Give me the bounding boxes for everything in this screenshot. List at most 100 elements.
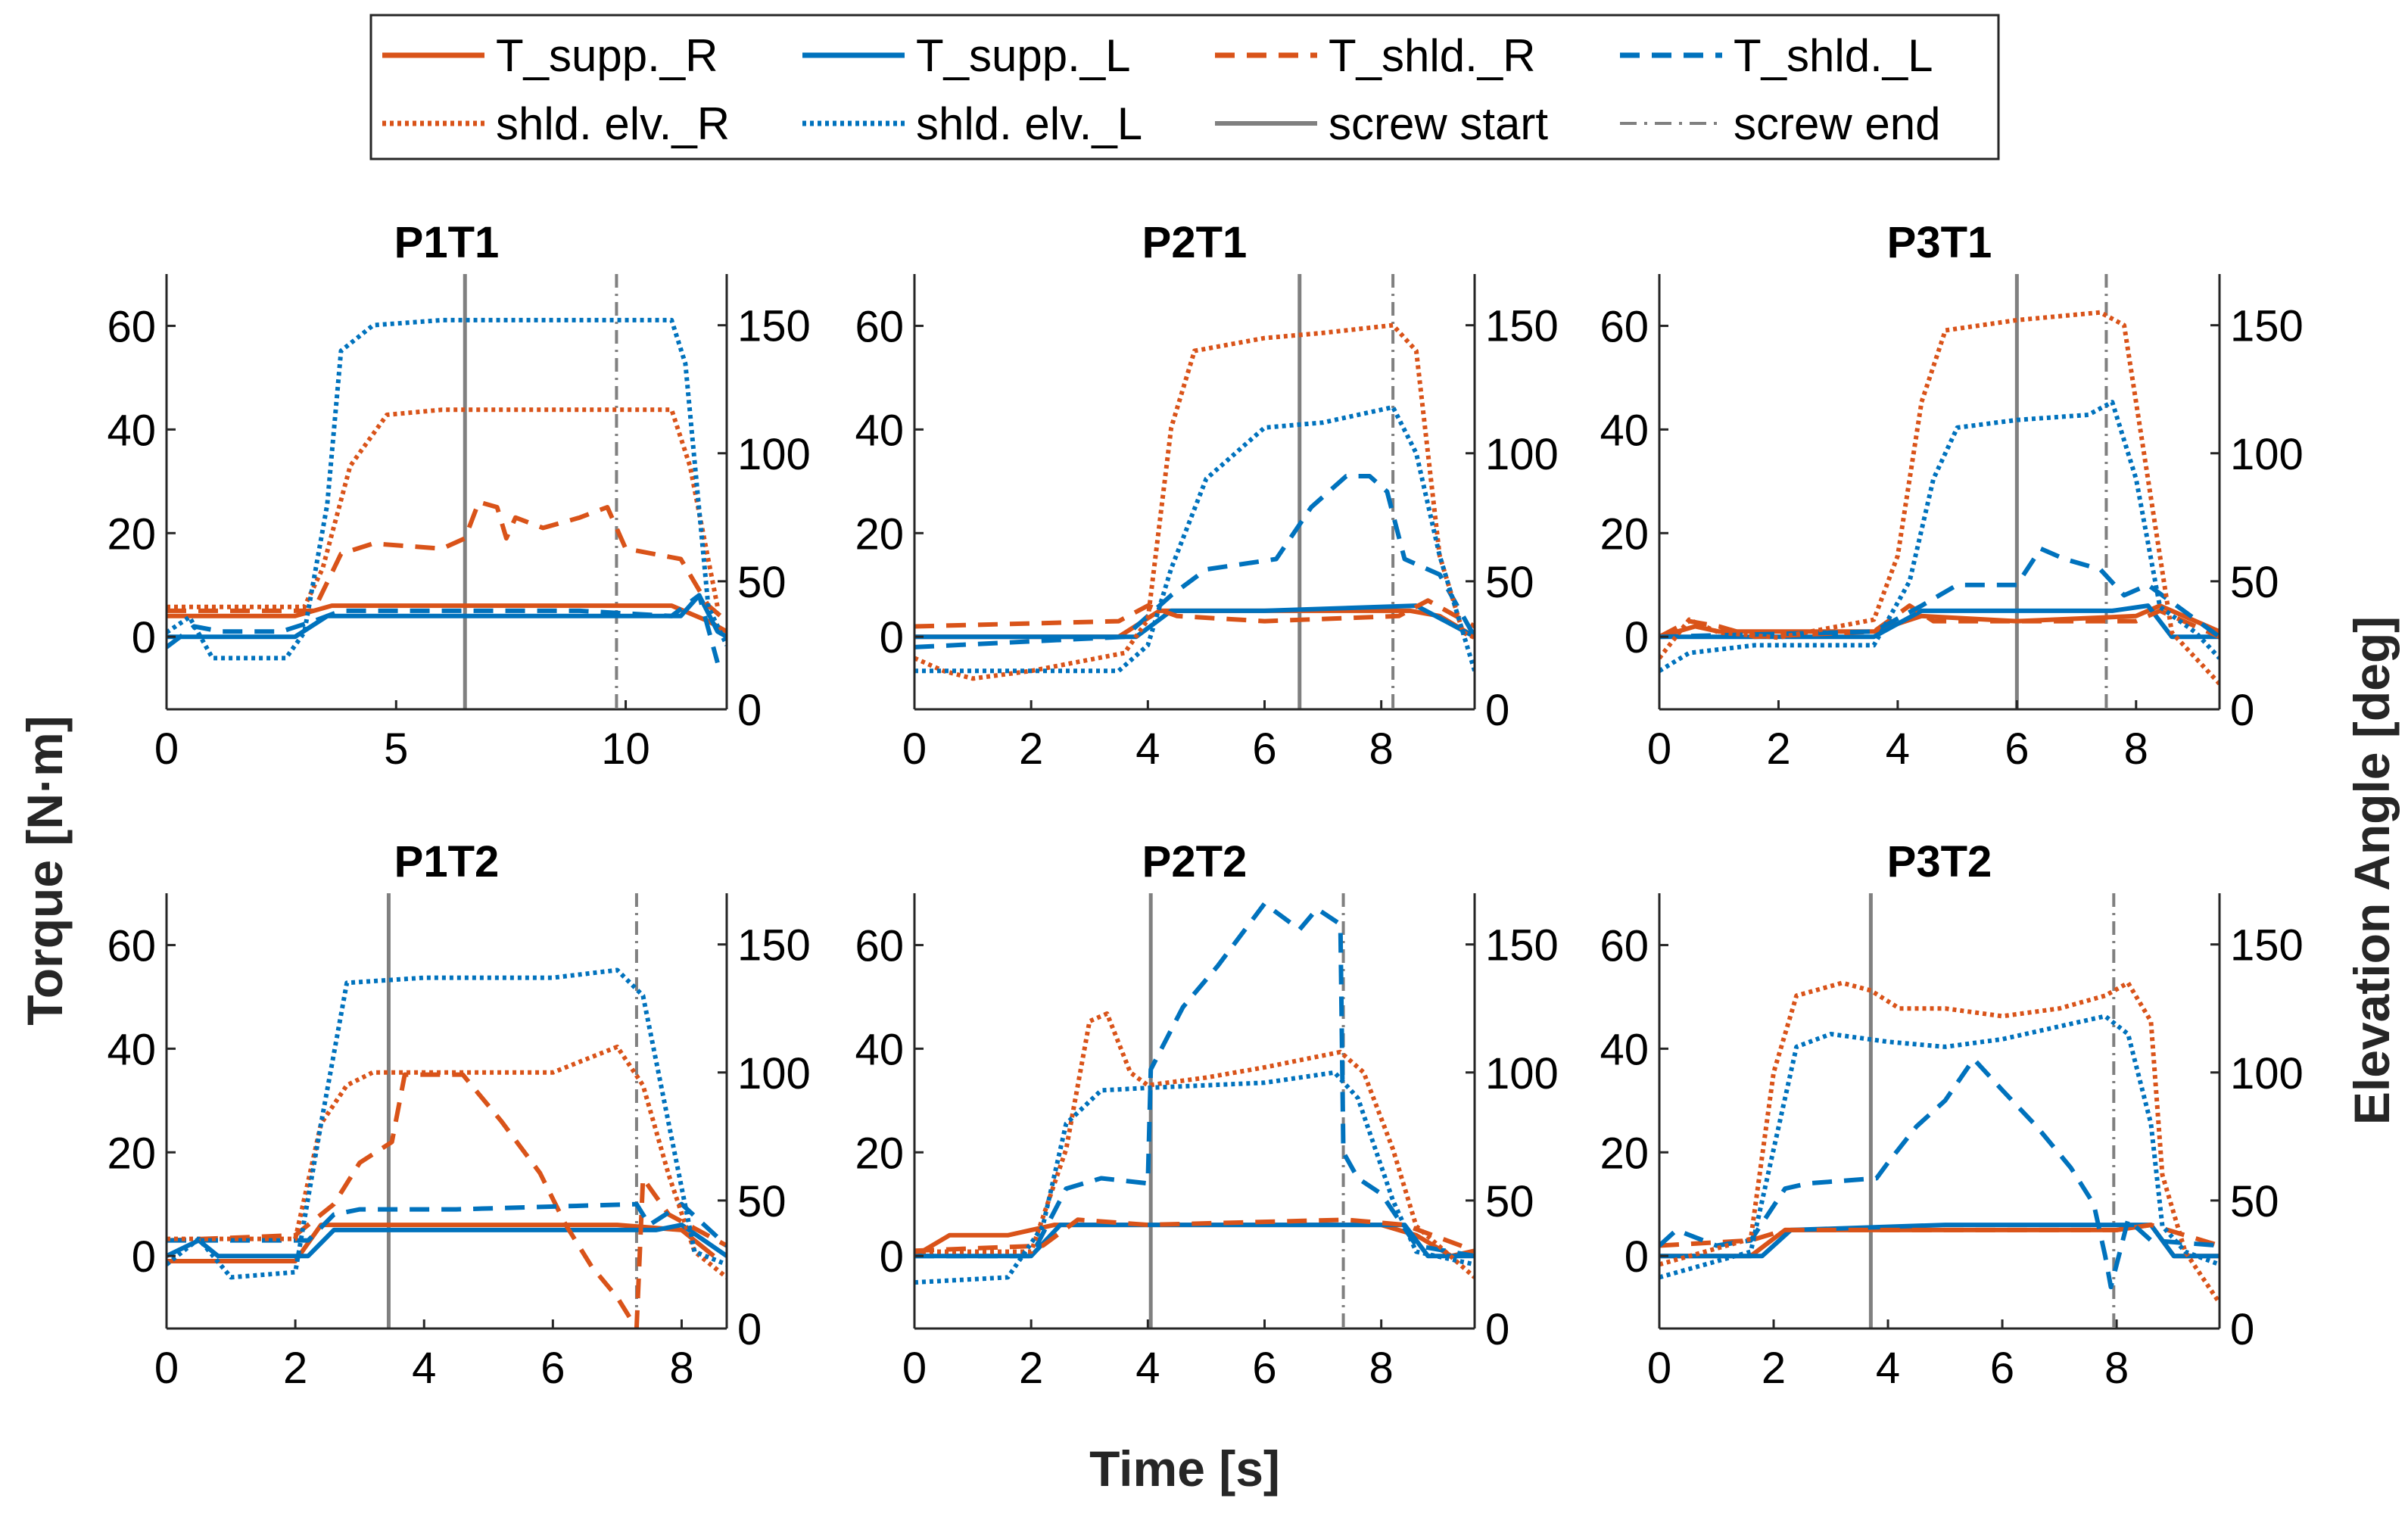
y-tick-label-left-p1t1: 40: [107, 406, 156, 455]
legend-entry-shld-elv-r: shld. elv._R: [382, 98, 730, 149]
series-t-shld-r-p1t1: [167, 500, 727, 623]
legend-label-t-supp-l: T_supp._L: [916, 30, 1131, 81]
y-tick-label-left-p2t2: 60: [855, 921, 904, 970]
series-t-shld-l-p1t2: [167, 1201, 727, 1248]
y-tick-label-right-p3t2: 150: [2230, 921, 2304, 970]
series-shld-elv-l-p2t2: [914, 1070, 1475, 1285]
y-tick-label-left-p1t2: 40: [107, 1025, 156, 1074]
x-tick-label-p3t2: 2: [1762, 1344, 1786, 1393]
y-tick-label-right-p1t2: 50: [737, 1177, 787, 1226]
y-tick-label-left-p2t1: 40: [855, 406, 904, 455]
y-tick-label-left-p3t2: 60: [1600, 921, 1649, 970]
series-t-shld-r-p3t2: [1659, 1223, 2220, 1248]
series-shld-elv-r-p2t1: [914, 322, 1475, 681]
legend-entry-t-supp-r: T_supp._R: [382, 30, 718, 81]
y-tick-label-right-p3t2: 100: [2230, 1049, 2304, 1098]
series-shld-elv-l-p1t1: [167, 317, 727, 661]
legend-label-screw-start: screw start: [1329, 98, 1548, 149]
y-tick-label-right-p2t2: 0: [1485, 1305, 1509, 1354]
y-tick-label-left-p1t2: 60: [107, 921, 156, 970]
y-tick-label-right-p2t2: 150: [1485, 921, 1559, 970]
x-tick-label-p1t1: 5: [384, 724, 408, 774]
x-tick-label-p1t2: 2: [283, 1344, 307, 1393]
y-tick-label-left-p1t1: 0: [132, 613, 156, 662]
y-tick-label-left-p2t1: 0: [880, 613, 904, 662]
series-t-shld-r-p3t1: [1659, 603, 2220, 640]
series-shld-elv-r-p1t1: [167, 407, 720, 609]
x-tick-label-p2t1: 4: [1135, 724, 1160, 774]
y-axis-label-left: Torque [N·m]: [17, 715, 73, 1025]
x-tick-label-p1t2: 8: [669, 1344, 693, 1393]
y-tick-label-right-p3t1: 0: [2230, 686, 2254, 735]
x-axis-label: Time [s]: [1089, 1441, 1280, 1497]
legend-entry-t-shld-r: T_shld._R: [1215, 30, 1535, 81]
series-group-p3t2: [1659, 893, 2220, 1329]
y-tick-label-left-p3t1: 40: [1600, 406, 1649, 455]
legend-label-t-shld-l: T_shld._L: [1734, 30, 1933, 81]
series-group-p3t1: [1659, 274, 2220, 709]
series-shld-elv-r-p2t2: [914, 1011, 1475, 1279]
y-tick-label-left-p2t1: 60: [855, 302, 904, 351]
x-tick-label-p2t2: 0: [902, 1344, 927, 1393]
legend-entry-t-supp-l: T_supp._L: [802, 30, 1131, 81]
panel-title-p2t1: P2T1: [1142, 218, 1248, 267]
y-tick-label-right-p1t1: 150: [737, 302, 811, 351]
x-tick-label-p1t2: 0: [154, 1344, 179, 1393]
series-t-shld-r-p1t2: [167, 1072, 727, 1329]
y-tick-label-left-p1t2: 0: [132, 1232, 156, 1282]
legend-label-t-shld-r: T_shld._R: [1329, 30, 1535, 81]
legend-entry-screw-end: screw end: [1620, 98, 1940, 149]
y-tick-label-right-p2t2: 50: [1485, 1177, 1534, 1226]
x-tick-label-p3t2: 4: [1876, 1344, 1900, 1393]
y-tick-label-left-p1t2: 20: [107, 1129, 156, 1178]
series-t-supp-l-p1t1: [167, 593, 727, 640]
x-tick-label-p2t1: 6: [1252, 724, 1276, 774]
x-tick-label-p2t1: 0: [902, 724, 927, 774]
y-tick-label-right-p2t1: 0: [1485, 686, 1509, 735]
series-t-shld-l-p3t2: [1659, 1057, 2220, 1290]
series-shld-elv-l-p3t2: [1659, 1014, 2220, 1280]
series-t-shld-l-p1t1: [167, 593, 720, 664]
series-group-p1t1: [167, 274, 727, 709]
y-tick-label-right-p2t1: 50: [1485, 558, 1534, 607]
series-t-supp-l-p1t2: [167, 1223, 727, 1259]
y-tick-label-left-p3t1: 20: [1600, 509, 1649, 559]
legend-label-screw-end: screw end: [1734, 98, 1940, 149]
y-tick-label-right-p2t1: 150: [1485, 302, 1559, 351]
y-tick-label-right-p1t1: 100: [737, 430, 811, 479]
y-axis-label-right: Elevation Angle [deg]: [2344, 616, 2400, 1125]
y-tick-label-right-p1t2: 150: [737, 921, 811, 970]
series-t-shld-r-p2t2: [914, 1217, 1475, 1254]
x-tick-label-p3t1: 2: [1766, 724, 1790, 774]
x-tick-label-p2t2: 2: [1019, 1344, 1043, 1393]
y-tick-label-left-p3t2: 20: [1600, 1129, 1649, 1178]
x-tick-label-p2t1: 2: [1019, 724, 1043, 774]
y-tick-label-left-p1t1: 20: [107, 509, 156, 559]
y-tick-label-right-p1t2: 100: [737, 1049, 811, 1098]
y-tick-label-left-p3t2: 0: [1625, 1232, 1649, 1282]
series-t-shld-r-p2t1: [914, 598, 1475, 629]
x-tick-label-p3t1: 8: [2124, 724, 2148, 774]
series-t-shld-l-p3t1: [1659, 546, 2220, 640]
legend: T_supp._R T_supp._L T_shld._R T_shld._L …: [369, 14, 2000, 160]
legend-label-shld-elv-l: shld. elv._L: [916, 98, 1142, 149]
y-tick-label-left-p1t1: 60: [107, 302, 156, 351]
x-tick-label-p1t1: 0: [154, 724, 179, 774]
panel-p3t1: P3T1 0 2 4 6 8 0 20 40 60 0 50 100 150: [1600, 218, 2303, 774]
x-tick-label-p2t1: 8: [1369, 724, 1394, 774]
series-group-p2t2: [914, 893, 1475, 1329]
series-t-shld-l-p2t1: [914, 474, 1475, 649]
legend-label-shld-elv-r: shld. elv._R: [496, 98, 730, 149]
panel-p3t2: P3T2 0 2 4 6 8 0 20 40 60 0 50 100 150: [1600, 837, 2303, 1393]
panel-title-p1t1: P1T1: [394, 218, 500, 267]
series-group-p2t1: [914, 274, 1475, 709]
series-t-supp-l-p3t2: [1659, 1223, 2220, 1259]
y-tick-label-left-p3t1: 0: [1625, 613, 1649, 662]
x-tick-label-p1t2: 6: [540, 1344, 565, 1393]
series-group-p1t2: [167, 893, 727, 1329]
series-shld-elv-r-p3t1: [1659, 310, 2220, 686]
